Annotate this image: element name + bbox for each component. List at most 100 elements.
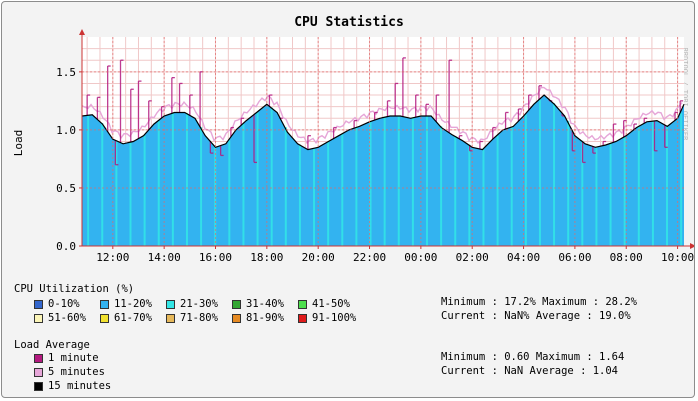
legend-label: 15 minutes [48, 380, 112, 392]
legend-swatch [34, 381, 43, 391]
x-tick-label: 14:00 [148, 251, 181, 262]
cpu-band-bar [341, 134, 344, 246]
legend-label: 41-50% [312, 298, 350, 310]
cpu-chart: CPU Statistics Load RRDTOOL / TOBI OETIK… [12, 15, 694, 262]
legend-swatch [100, 313, 109, 323]
cpu-area [82, 95, 684, 246]
cpu-band-bar [623, 137, 626, 246]
cpu-band-bar [454, 135, 457, 246]
legend-label: 11-20% [114, 298, 152, 310]
cpu-band-bar [101, 122, 104, 246]
load-15min-line [81, 94, 685, 151]
cpu-legend-item: 61-70% [100, 312, 152, 324]
cpu-band-bar [143, 135, 146, 246]
cpu-legend-item: 0-10% [34, 298, 80, 310]
legend-swatch [100, 299, 109, 309]
cpu-band-bar [327, 142, 330, 246]
cpu-band-bar [680, 112, 683, 247]
x-tick-label: 06:00 [558, 251, 591, 262]
load-5min-line [81, 86, 683, 145]
legend-label: 21-30% [180, 298, 218, 310]
cpu-band-bar [228, 140, 231, 246]
cpu-legend-item: 91-100% [298, 312, 356, 324]
x-axis-arrow [690, 243, 694, 249]
cpu-band-bar [369, 121, 372, 246]
cpu-band-bar [397, 115, 400, 246]
cpu-legend-item: 21-30% [166, 298, 218, 310]
legend-label: 61-70% [114, 312, 152, 324]
cpu-band-bar [270, 107, 273, 246]
legend-swatch [34, 367, 43, 377]
cpu-legend-item: 31-40% [232, 298, 284, 310]
cpu-band-bar [157, 121, 160, 246]
cpu-band-bar [482, 149, 485, 246]
cpu-band-bar [383, 117, 386, 246]
y-axis-arrow [79, 29, 85, 35]
x-tick-label: 04:00 [507, 251, 540, 262]
load-stats-line-1: Minimum : 0.60 Maximum : 1.64 [441, 351, 625, 363]
cpu-band-bar [242, 124, 245, 246]
cpu-band-bar [185, 113, 188, 247]
cpu-band-bar [87, 115, 90, 246]
cpu-band-bar [440, 126, 443, 246]
x-tick-label: 20:00 [302, 251, 335, 262]
cpu-band-bar [538, 99, 541, 246]
y-tick-label: 0.5 [56, 182, 76, 195]
load-legend-title: Load Average [14, 339, 90, 351]
legend-label: 51-60% [48, 312, 86, 324]
cpu-band-bar [214, 145, 217, 246]
cpu-band-bar [426, 115, 428, 246]
cpu-band-bar [609, 143, 612, 246]
x-tick-label: 00:00 [404, 251, 437, 262]
legend-swatch [34, 353, 43, 363]
cpu-band-bar [666, 125, 669, 246]
x-tick-label: 02:00 [456, 251, 489, 262]
cpu-legend-item: 11-20% [100, 298, 152, 310]
y-tick-label: 1.0 [56, 124, 76, 137]
legend-swatch [298, 313, 307, 323]
cpu-band-bar [313, 148, 316, 246]
legend-label: 81-90% [246, 312, 284, 324]
watermark: RRDTOOL / TOBI OETIKER [681, 48, 689, 142]
cpu-stats-line-1: Minimum : 17.2% Maximum : 28.2% [441, 296, 637, 308]
x-tick-label: 18:00 [250, 251, 283, 262]
cpu-band-bar [651, 121, 654, 246]
x-tick-label: 22:00 [353, 251, 386, 262]
legend-swatch [298, 299, 307, 309]
cpu-band-bar [468, 144, 471, 246]
cpu-legend-item: 71-80% [166, 312, 218, 324]
legend-swatch [232, 313, 241, 323]
legend-label: 0-10% [48, 298, 80, 310]
x-tick-label: 12:00 [96, 251, 129, 262]
legend-label: 91-100% [312, 312, 357, 324]
cpu-band-bar [567, 120, 570, 246]
y-tick-label: 1.5 [56, 66, 76, 79]
legend-label: 31-40% [246, 298, 284, 310]
load-legend-item: 15 minutes [34, 380, 111, 392]
legend-swatch [166, 313, 175, 323]
cpu-band-bar [200, 126, 203, 246]
cpu-band-bar [115, 140, 118, 246]
cpu-band-bar [355, 127, 358, 246]
x-tick-label: 16:00 [199, 251, 232, 262]
cpu-band-bar [284, 127, 287, 246]
cpu-legend-title: CPU Utilization (%) [14, 283, 135, 295]
legend-label: 71-80% [180, 312, 218, 324]
cpu-band-bar [637, 126, 640, 246]
load-stats-line-2: Current : NaN Average : 1.04 [441, 365, 619, 377]
cpu-band-bar [595, 147, 598, 246]
chart-title: CPU Statistics [294, 15, 404, 30]
cpu-band-bar [171, 113, 174, 247]
cpu-band-bar [411, 117, 414, 246]
plot-area: 12:00 14:00 16:00 18:00 20:00 22:00 00:00 02:00… [56, 29, 694, 262]
legend-swatch [232, 299, 241, 309]
x-tick-label: 08:00 [610, 251, 643, 262]
load-legend-item: 5 minutes [34, 366, 105, 378]
legend-swatch [166, 299, 175, 309]
cpu-legend-item: 51-60% [34, 312, 86, 324]
load-legend-item: 1 minute [34, 352, 99, 364]
cpu-legend-item: 81-90% [232, 312, 284, 324]
cpu-band-bar [129, 142, 132, 246]
y-axis-label: Load [12, 130, 25, 157]
